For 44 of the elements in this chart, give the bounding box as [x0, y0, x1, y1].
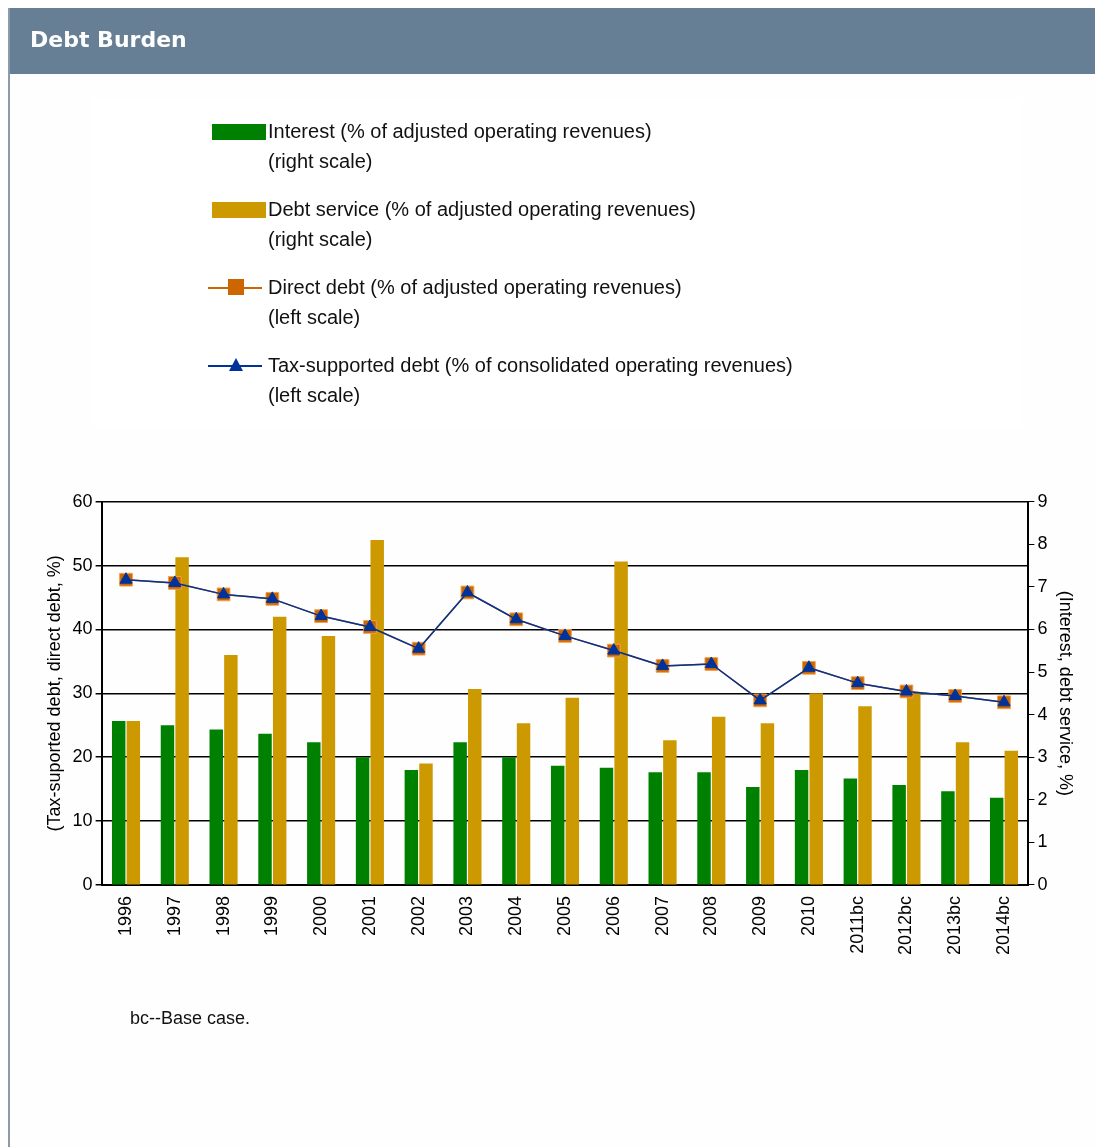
- y2-tick-label: 0: [1037, 873, 1048, 894]
- x-tick-label: 2010: [797, 895, 818, 936]
- x-tick-label: 1997: [163, 895, 184, 936]
- x-tick-label: 2009: [749, 895, 770, 936]
- y-tick-label: 60: [72, 490, 93, 511]
- y2-axis-title: (Interest, debt service, %): [1056, 590, 1077, 796]
- y-tick-label: 40: [72, 618, 93, 639]
- x-tick-label: 2006: [602, 895, 623, 936]
- y2-tick-label: 7: [1037, 575, 1048, 596]
- x-tick-label: 1996: [114, 895, 135, 936]
- legend-label: Tax-supported debt (% of consolidated operating revenues) (left scale): [268, 353, 793, 408]
- x-tick-label: 2013bc: [944, 895, 965, 956]
- legend-label: Direct debt (% of adjusted operating revenues) (left scale): [268, 275, 682, 330]
- y-tick-label: 50: [72, 554, 93, 575]
- x-tick-label: 2002: [407, 895, 428, 936]
- y2-tick-label: 5: [1037, 661, 1048, 682]
- x-tick-label: 2012bc: [895, 895, 916, 956]
- y2-tick-label: 2: [1037, 788, 1048, 809]
- chart-title: Debt Burden: [10, 8, 1095, 74]
- x-tick-label: 1999: [261, 895, 282, 936]
- y2-tick-label: 9: [1037, 490, 1048, 511]
- text: bc--Base case.: [130, 1008, 251, 1029]
- y2-tick-label: 3: [1037, 746, 1048, 767]
- y-tick-label: 0: [82, 873, 93, 894]
- x-tick-label: 2005: [553, 895, 574, 936]
- y-tick-label: 10: [72, 810, 93, 831]
- legend-label: Debt service (% of adjusted operating revenues) (right scale): [268, 197, 697, 252]
- x-tick-label: 2003: [456, 895, 477, 936]
- x-tick-label: 2000: [310, 895, 331, 936]
- legend-label: Interest (% of adjusted operating revenues) (right scale): [268, 119, 652, 174]
- x-tick-label: 2001: [358, 895, 379, 936]
- x-tick-label: 2014bc: [992, 895, 1013, 956]
- x-tick-label: 2007: [651, 895, 672, 936]
- x-tick-label: 2011bc: [846, 895, 867, 954]
- x-tick-label: 2004: [505, 895, 526, 936]
- y2-tick-label: 8: [1037, 533, 1048, 554]
- x-tick-label: 1998: [212, 895, 233, 936]
- y2-tick-label: 1: [1037, 831, 1048, 852]
- y-tick-label: 30: [72, 682, 93, 703]
- x-tick-label: 2008: [700, 895, 721, 936]
- y-tick-label: 20: [72, 746, 93, 767]
- y2-tick-label: 6: [1037, 618, 1048, 639]
- y-axis-title: (Tax-suported debt, direct debt, %): [43, 555, 64, 832]
- y2-tick-label: 4: [1037, 703, 1048, 724]
